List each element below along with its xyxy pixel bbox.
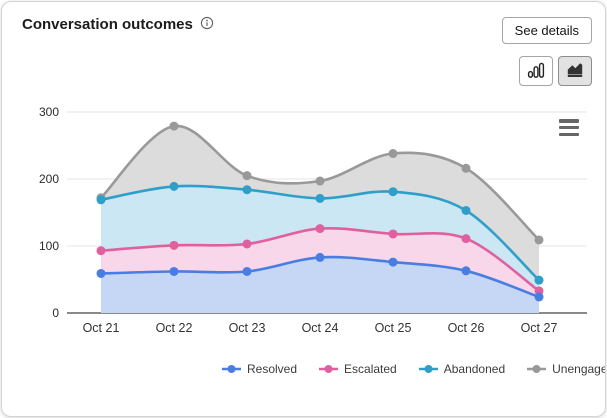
card-header: Conversation outcomes (22, 16, 214, 33)
legend-label: Resolved (247, 362, 298, 376)
data-point-marker[interactable] (169, 121, 179, 131)
data-point-marker[interactable] (388, 187, 398, 197)
data-point-marker[interactable] (388, 229, 398, 239)
legend-item-unengaged[interactable]: Unengaged (527, 362, 605, 376)
data-point-marker[interactable] (461, 163, 471, 173)
data-point-marker[interactable] (388, 149, 398, 159)
area-fill (101, 257, 539, 313)
legend-item-resolved[interactable]: Resolved (222, 362, 297, 376)
hamburger-menu-icon (559, 119, 579, 123)
x-tick-label: Oct 21 (83, 321, 120, 335)
x-tick-label: Oct 22 (156, 321, 193, 335)
data-point-marker[interactable] (96, 246, 106, 256)
series-resolved (96, 252, 544, 313)
x-tick-label: Oct 26 (448, 321, 485, 335)
data-point-marker[interactable] (534, 235, 544, 245)
data-point-marker[interactable] (96, 268, 106, 278)
chart-canvas: 0 100 200 300 Oct 21 Oct 22 Oct 23 Oct 24 Oct 25… (39, 105, 587, 335)
data-point-marker[interactable] (461, 266, 471, 276)
page-title: Conversation outcomes (22, 16, 193, 33)
hamburger-menu-icon (559, 132, 579, 136)
legend-item-escalated[interactable]: Escalated (319, 362, 397, 376)
column-chart-icon (526, 60, 546, 83)
data-point-marker[interactable] (315, 224, 325, 234)
data-point-marker[interactable] (534, 292, 544, 302)
legend-marker-icon (222, 365, 241, 373)
data-point-marker[interactable] (242, 185, 252, 195)
data-point-marker[interactable] (242, 171, 252, 181)
data-point-marker[interactable] (534, 275, 544, 285)
x-tick-label: Oct 25 (375, 321, 412, 335)
data-point-marker[interactable] (169, 266, 179, 276)
y-tick-label: 200 (39, 172, 59, 186)
see-details-button[interactable]: See details (501, 17, 592, 44)
legend-marker-icon (418, 365, 438, 373)
x-tick-label: Oct 27 (521, 321, 558, 335)
legend-label: Abandoned (443, 362, 506, 376)
legend-marker-icon (319, 365, 339, 373)
column-chart-button[interactable] (519, 56, 553, 86)
hamburger-menu-icon (559, 125, 579, 130)
area-chart-icon (565, 60, 585, 83)
data-point-marker[interactable] (169, 181, 179, 191)
legend-marker-icon (527, 365, 547, 373)
legend-label: Escalated (344, 362, 397, 376)
y-tick-label: 100 (39, 239, 59, 253)
x-tick-label: Oct 23 (229, 321, 266, 335)
data-point-marker[interactable] (461, 234, 471, 244)
legend-item-abandoned[interactable]: Abandoned (418, 362, 506, 376)
info-circle-icon[interactable] (200, 16, 214, 30)
y-tick-label: 0 (52, 306, 59, 320)
data-point-marker[interactable] (315, 193, 325, 203)
chart-legend: Resolved Escalated Abandoned Unengaged (222, 362, 605, 376)
data-point-marker[interactable] (242, 239, 252, 249)
chart-context-menu-button[interactable] (558, 118, 580, 137)
data-point-marker[interactable] (315, 252, 325, 262)
area-chart-button[interactable] (558, 56, 592, 86)
x-tick-label: Oct 24 (302, 321, 339, 335)
data-point-marker[interactable] (461, 205, 471, 215)
legend-label: Unengaged (552, 362, 605, 376)
conversation-outcomes-chart: 0 100 200 300 Oct 21 Oct 22 Oct 23 Oct 24 Oct 25… (20, 94, 590, 344)
chart-type-toggle (519, 56, 592, 86)
data-point-marker[interactable] (169, 240, 179, 250)
data-point-marker[interactable] (315, 176, 325, 186)
data-point-marker[interactable] (242, 266, 252, 276)
data-point-marker[interactable] (388, 257, 398, 267)
data-point-marker[interactable] (96, 195, 106, 205)
y-tick-label: 300 (39, 105, 59, 119)
